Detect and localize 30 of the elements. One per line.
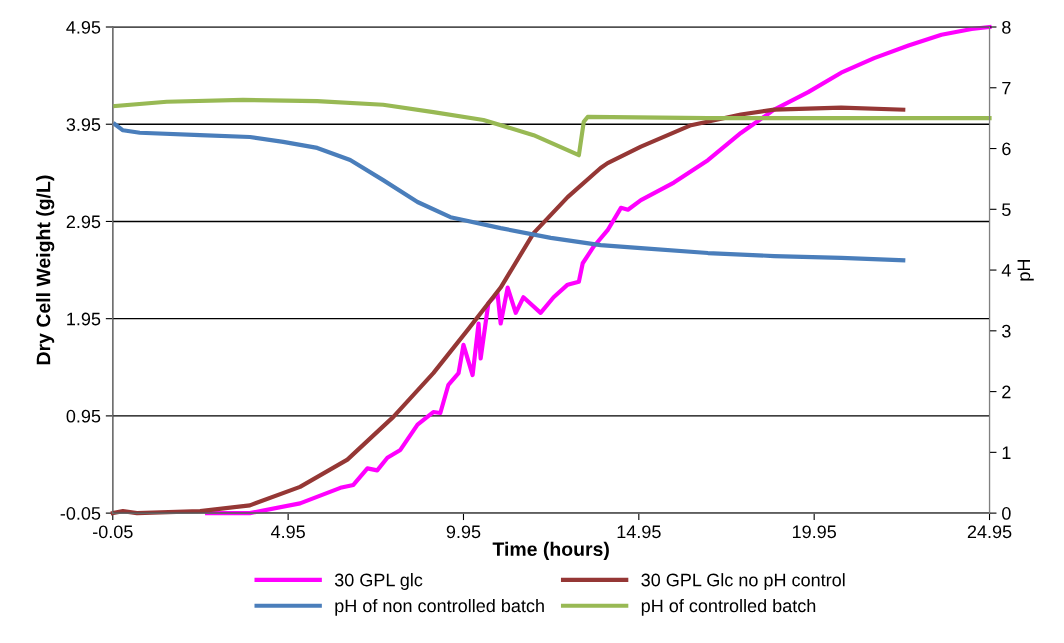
y-tick-label: 3.95	[66, 118, 101, 131]
y2-tick-label: 1	[1002, 446, 1011, 459]
y2-tick-label: 6	[1002, 142, 1011, 156]
y2-tick-label: 5	[1002, 203, 1011, 217]
x-tick-label: 24.95	[967, 525, 1012, 539]
y-tick-label: 4.95	[66, 20, 101, 34]
y-tick-label: 0.95	[66, 409, 101, 423]
y2-tick-label: 3	[1002, 324, 1011, 338]
y2-tick-label: 8	[1002, 20, 1011, 34]
x-axis-title: Time (hours)	[492, 541, 609, 560]
y2-tick-label: 2	[1002, 385, 1011, 399]
x-tick-label: 14.95	[617, 525, 661, 539]
line-series	[110, 105, 906, 516]
y-tick-label: 2.95	[66, 215, 101, 229]
legend-label: pH of non controlled batch	[335, 598, 544, 616]
x-tick-label: 9.95	[446, 525, 481, 539]
y-tick-label: -0.05	[60, 507, 101, 520]
x-tick-label: 19.95	[792, 525, 837, 539]
y2-axis-title: pH	[1017, 259, 1034, 281]
y-tick-label: 1.95	[67, 312, 101, 326]
y2-tick-label: 4	[1001, 264, 1011, 277]
legend-label: 30 GPL glc	[334, 573, 423, 590]
x-tick-label: 4.95	[270, 525, 305, 539]
legend-label: 30 GPL Glc no pH control	[641, 573, 845, 590]
legend-label: pH of controlled batch	[641, 598, 816, 616]
y2-tick-label: 0	[1002, 507, 1011, 520]
line-series	[112, 122, 906, 263]
y-axis-title: Dry Cell Weight (g/L)	[36, 175, 55, 365]
y2-tick-label: 7	[1002, 81, 1011, 95]
x-tick-label: -0.05	[93, 525, 133, 539]
